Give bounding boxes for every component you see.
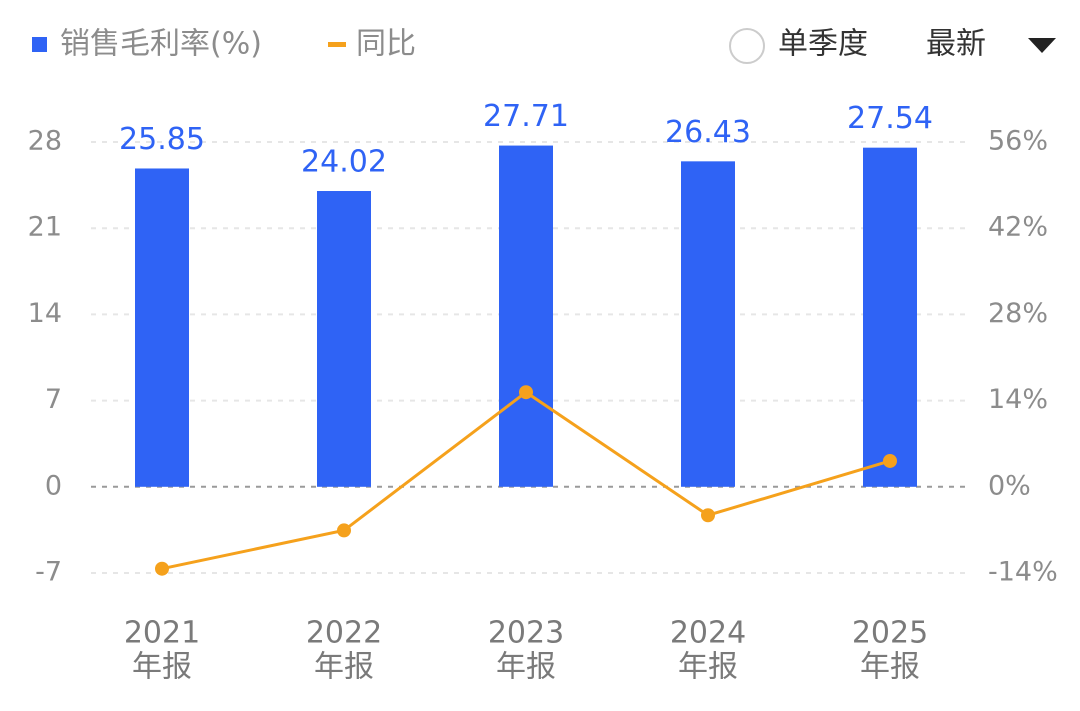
y-tick-label: 7	[45, 384, 62, 415]
single-quarter-toggle[interactable]: 单季度	[729, 27, 868, 64]
line-point	[155, 561, 169, 576]
line-point	[883, 453, 897, 468]
bar	[499, 145, 553, 487]
period-dropdown[interactable]: 最新	[926, 27, 1056, 62]
radio-button[interactable]	[729, 28, 765, 64]
x-tick-label: 2024	[670, 616, 746, 651]
x-tick-label: 年报	[860, 650, 920, 685]
legend-swatch	[328, 42, 346, 47]
y2-tick-label: 14%	[988, 384, 1048, 415]
x-tick-label: 2022	[306, 616, 382, 651]
x-tick-label: 2021	[124, 616, 200, 651]
dropdown-arrow[interactable]	[1028, 38, 1056, 53]
x-tick-label: 年报	[496, 650, 556, 685]
line-point	[701, 508, 715, 523]
dropdown-label[interactable]: 最新	[926, 27, 986, 62]
bar	[317, 191, 371, 487]
value-label: 26.43	[665, 115, 751, 150]
x-tick-label: 年报	[678, 650, 738, 685]
y2-tick-label: 28%	[988, 298, 1048, 329]
value-label: 27.54	[847, 101, 933, 136]
line-point	[337, 523, 351, 538]
x-tick-label: 2023	[488, 616, 564, 651]
value-label: 24.02	[301, 145, 387, 180]
line-point	[519, 385, 533, 400]
legend-swatch	[32, 37, 47, 52]
y2-tick-label: -14%	[988, 557, 1058, 588]
y2-tick-label: 0%	[988, 470, 1031, 501]
y-tick-label: 14	[28, 298, 62, 329]
bar	[681, 161, 735, 487]
y-tick-label: 28	[28, 126, 62, 157]
y-tick-label: 21	[28, 212, 62, 243]
bar	[135, 168, 189, 487]
x-tick-label: 年报	[314, 650, 374, 685]
y-tick-label: 0	[45, 470, 62, 501]
value-label: 25.85	[119, 122, 205, 157]
x-tick-label: 2025	[852, 616, 928, 651]
x-tick-label: 年报	[132, 650, 192, 685]
legend-label: 同比	[356, 27, 416, 62]
toggle-label[interactable]: 单季度	[778, 27, 868, 62]
y2-tick-label: 42%	[988, 212, 1048, 243]
legend: 销售毛利率(%) 同比	[32, 27, 416, 62]
value-label: 27.71	[483, 99, 569, 134]
y2-tick-label: 56%	[988, 126, 1048, 157]
y-tick-label: -7	[35, 557, 62, 588]
bar	[863, 147, 917, 487]
legend-label: 销售毛利率(%)	[60, 27, 262, 62]
